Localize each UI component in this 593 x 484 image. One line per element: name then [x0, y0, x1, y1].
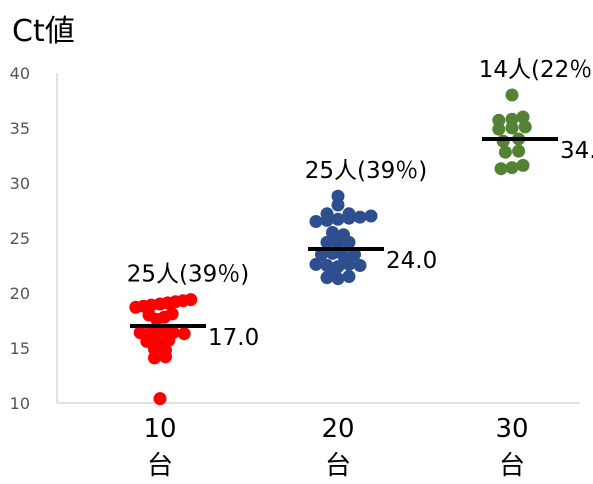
data-point — [331, 212, 345, 226]
data-point — [326, 266, 339, 280]
x-category-label: 20 — [321, 414, 354, 444]
data-point — [309, 215, 323, 228]
x-category-label: 10 — [143, 414, 176, 444]
data-point — [342, 270, 356, 283]
data-point — [144, 325, 158, 338]
y-tick-label: 20 — [10, 284, 30, 303]
data-point — [148, 351, 161, 365]
data-point — [512, 144, 526, 158]
y-tick-label: 10 — [10, 394, 30, 413]
mean-value-label: 34.0 — [560, 138, 593, 164]
data-point — [516, 110, 530, 124]
data-point — [320, 213, 334, 227]
mean-value-label: 24.0 — [386, 248, 437, 274]
x-category-unit: 台 — [325, 451, 351, 481]
data-point — [342, 257, 356, 271]
data-point — [315, 248, 328, 261]
data-point — [364, 209, 378, 223]
data-point — [348, 248, 361, 261]
data-point — [516, 158, 530, 172]
group-count-label: 25人(39％) — [127, 262, 249, 288]
data-point — [342, 211, 356, 225]
data-point — [331, 237, 345, 250]
data-point — [496, 134, 510, 148]
data-point — [153, 392, 167, 406]
data-point — [326, 226, 339, 239]
data-point — [165, 307, 179, 321]
y-tick-label: 15 — [10, 339, 30, 358]
data-point — [505, 88, 519, 102]
data-point — [184, 293, 198, 307]
data-point — [498, 145, 512, 159]
data-point — [342, 235, 356, 249]
data-point — [505, 121, 519, 135]
group-count-label: 14人(22％) — [479, 57, 593, 83]
data-point — [159, 350, 172, 364]
x-category-unit: 台 — [147, 451, 173, 481]
data-point — [177, 327, 191, 341]
x-category-label: 30 — [495, 414, 528, 444]
data-point — [331, 198, 345, 212]
data-point — [494, 162, 508, 176]
data-point — [518, 120, 532, 134]
data-point — [162, 333, 176, 347]
x-category-unit: 台 — [499, 451, 525, 481]
data-point — [320, 235, 334, 249]
data-point — [353, 259, 367, 272]
y-tick-label: 25 — [10, 229, 30, 248]
data-point — [309, 257, 323, 271]
data-point — [505, 161, 519, 175]
y-axis-title: Ct値 — [12, 14, 75, 49]
y-tick-label: 35 — [10, 119, 30, 138]
data-point — [353, 210, 367, 224]
group-count-label: 25人(39％) — [305, 158, 427, 184]
data-point — [492, 122, 506, 136]
y-tick-label: 40 — [10, 64, 30, 83]
mean-value-label: 17.0 — [208, 325, 259, 351]
y-tick-label: 30 — [10, 174, 30, 193]
